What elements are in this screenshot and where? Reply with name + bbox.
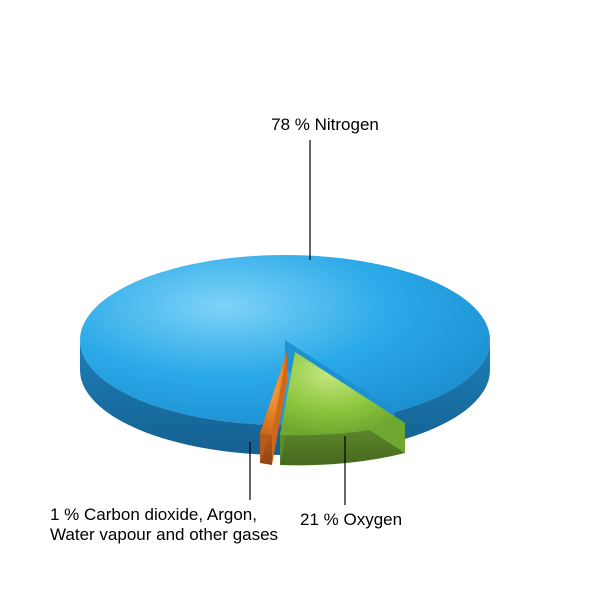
label-oxygen: 21 % Oxygen (300, 510, 450, 530)
label-other: 1 % Carbon dioxide, Argon,Water vapour a… (50, 505, 310, 545)
atmosphere-pie-chart: 78 % Nitrogen 21 % Oxygen 1 % Carbon dio… (0, 0, 600, 600)
label-nitrogen: 78 % Nitrogen (235, 115, 415, 135)
